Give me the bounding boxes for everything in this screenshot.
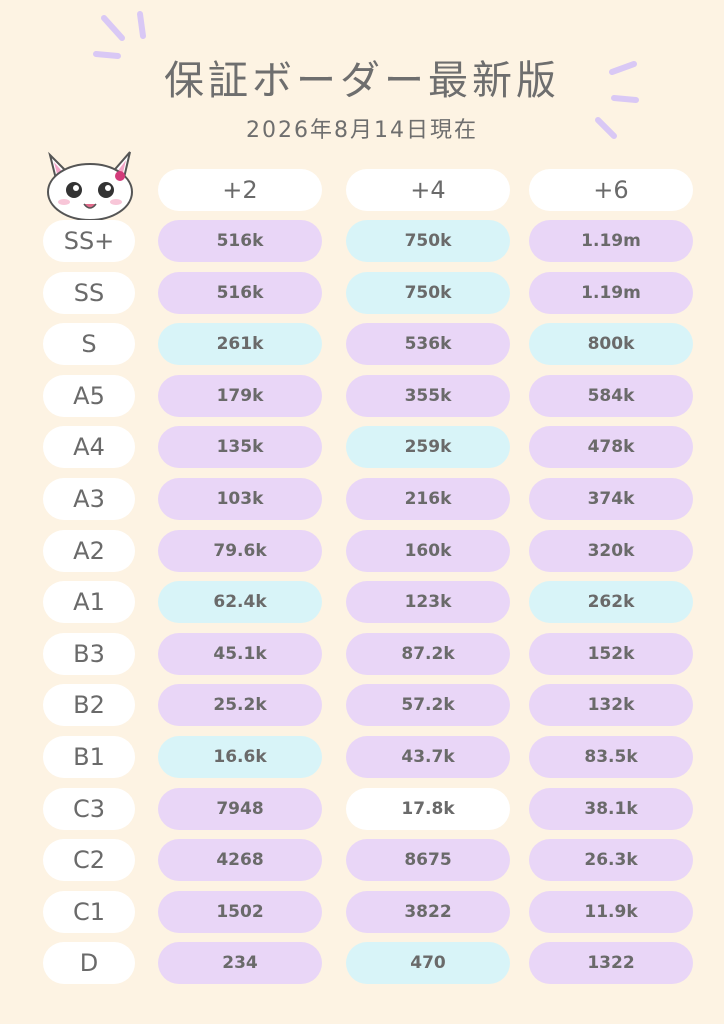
border-value: 3822 (346, 890, 510, 933)
rank-label: A2 (43, 529, 135, 572)
rank-label: C1 (43, 890, 135, 933)
border-value: 4268 (158, 839, 322, 882)
rank-label: B2 (43, 684, 135, 727)
border-value: 320k (529, 529, 693, 572)
rank-label: A1 (43, 581, 135, 624)
border-value: 584k (529, 374, 693, 417)
border-value: 62.4k (158, 581, 322, 624)
border-value: 234 (158, 942, 322, 985)
border-value: 103k (158, 478, 322, 520)
column-header: +4 (346, 169, 510, 211)
border-value: 26.3k (529, 839, 693, 882)
border-value: 179k (158, 374, 322, 417)
border-value: 87.2k (346, 632, 510, 675)
border-value: 8675 (346, 839, 510, 882)
border-value: 11.9k (529, 890, 693, 933)
border-value: 750k (346, 220, 510, 262)
rank-label: C2 (43, 839, 135, 882)
border-value: 536k (346, 323, 510, 366)
border-value: 750k (346, 271, 510, 314)
border-value: 57.2k (346, 684, 510, 727)
title: 保証ボーダー最新版 (164, 58, 560, 104)
rank-label: D (43, 942, 135, 985)
border-value: 43.7k (346, 736, 510, 778)
rank-label: A3 (43, 478, 135, 520)
border-value: 83.5k (529, 736, 693, 778)
border-value: 7948 (158, 787, 322, 830)
border-value: 135k (158, 426, 322, 469)
rank-label: SS+ (43, 220, 135, 262)
rank-label: C3 (43, 787, 135, 830)
decoration (47, 11, 639, 221)
border-value: 17.8k (346, 787, 510, 830)
border-value: 516k (158, 220, 322, 262)
border-value: 152k (529, 632, 693, 675)
border-value: 1.19m (529, 271, 693, 314)
border-value: 38.1k (529, 787, 693, 830)
rank-label: SS (43, 271, 135, 314)
cat-icon (47, 151, 133, 221)
border-value: 261k (158, 323, 322, 366)
border-value: 374k (529, 478, 693, 520)
border-value: 478k (529, 426, 693, 469)
border-value: 1502 (158, 890, 322, 933)
border-value: 262k (529, 581, 693, 624)
border-value: 16.6k (158, 736, 322, 778)
border-value: 132k (529, 684, 693, 727)
border-value: 355k (346, 374, 510, 417)
border-value: 516k (158, 271, 322, 314)
column-header: +6 (529, 169, 693, 211)
border-value: 160k (346, 529, 510, 572)
rank-label: B3 (43, 632, 135, 675)
column-header: +2 (158, 169, 322, 211)
rank-label: B1 (43, 736, 135, 778)
border-value: 800k (529, 323, 693, 366)
rank-label: A5 (43, 374, 135, 417)
border-value: 1322 (529, 942, 693, 985)
border-value: 25.2k (158, 684, 322, 727)
border-value: 123k (346, 581, 510, 624)
subtitle: 2026年8月14日現在 (246, 118, 478, 143)
rank-label: S (43, 323, 135, 366)
border-value: 79.6k (158, 529, 322, 572)
rank-label: A4 (43, 426, 135, 469)
border-value: 470 (346, 942, 510, 985)
border-value: 45.1k (158, 632, 322, 675)
border-value: 259k (346, 426, 510, 469)
border-value: 216k (346, 478, 510, 520)
border-value: 1.19m (529, 220, 693, 262)
